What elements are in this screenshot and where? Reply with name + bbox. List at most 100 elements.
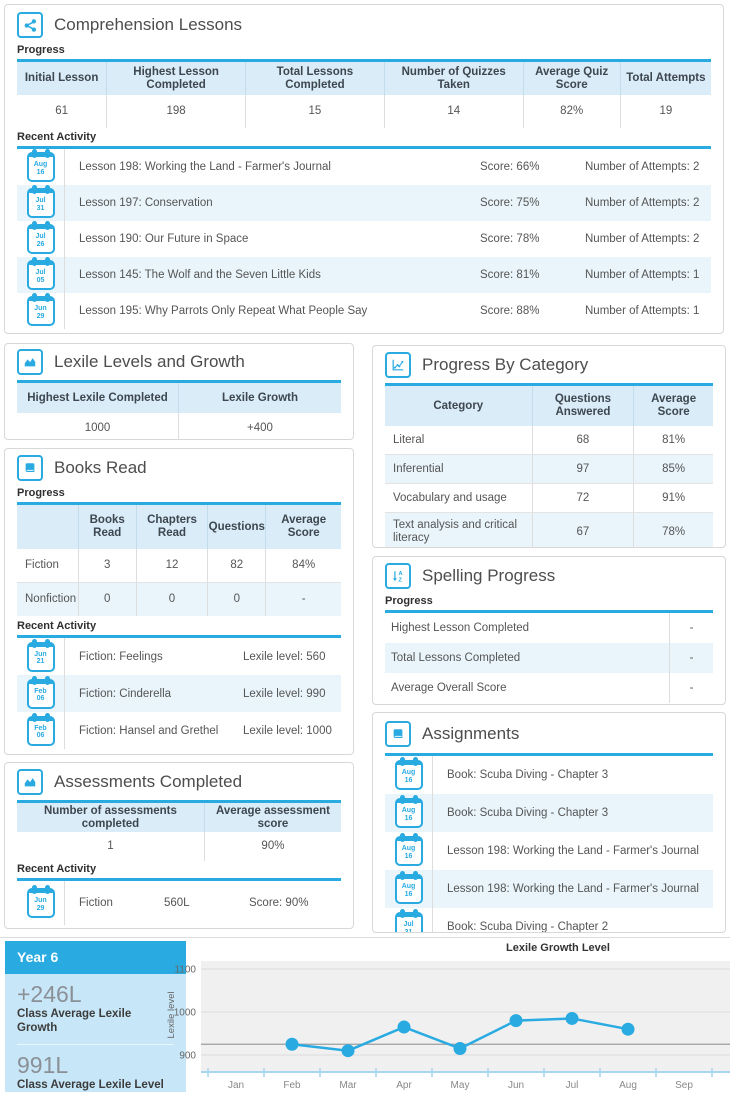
class-average-lexile-level-value: 991L — [17, 1052, 69, 1078]
svg-text:Lexile level: Lexile level — [166, 992, 177, 1039]
calendar-icon: Feb 06 — [26, 712, 55, 746]
svg-text:May: May — [451, 1080, 470, 1091]
table-cell: 81% — [662, 433, 686, 446]
table-cell: 3 — [79, 549, 137, 582]
table-cell: 15 — [246, 95, 385, 128]
accent-rule — [17, 502, 341, 505]
table-cell: 19 — [659, 105, 673, 117]
activity-row: Feb 06 Fiction: Cinderella Lexile level: 9… — [17, 675, 341, 712]
activity-score: Score: 78% — [480, 233, 540, 245]
row-label: Text analysis and critical literacy — [385, 513, 533, 547]
class-summary-card: Year 6 +246L Class Average Lexile Growth… — [5, 941, 186, 1092]
activity-row: Feb 06 Fiction: Hansel and Grethel Lexile … — [17, 712, 341, 749]
section-label-recent-activity: Recent Activity — [17, 131, 97, 143]
calendar-icon: Jul 31 — [26, 185, 55, 218]
card-header: Comprehension Lessons — [17, 5, 711, 38]
section-label-recent-activity: Recent Activity — [17, 863, 97, 875]
class-summary-body: +246L Class Average Lexile Growth 991L C… — [5, 974, 186, 1092]
column-header: Total Attempts — [620, 62, 711, 95]
card-title: Comprehension Lessons — [54, 15, 243, 34]
stat-row: Total Lessons Completed - — [385, 643, 713, 673]
activity-score: Score: 81% — [480, 269, 540, 281]
spelling-rows: Highest Lesson Completed - Total Lessons… — [385, 613, 713, 703]
table-cell: 85% — [634, 455, 713, 483]
column-header: Category — [385, 386, 533, 426]
activity-row: Jun 21 Fiction: Feelings Lexile level: 560 — [17, 638, 341, 675]
card-title: Books Read — [54, 458, 147, 477]
assignment-row: Aug 16 Book: Scuba Diving - Chapter 3 — [385, 756, 713, 794]
card-title: Lexile Levels and Growth — [54, 352, 245, 371]
table-cell: 0 — [208, 583, 267, 616]
row-label: Inferential — [385, 455, 533, 483]
progress-table: Initial Lesson Highest Lesson Completed … — [17, 62, 711, 128]
row-label: Vocabulary and usage — [385, 484, 533, 512]
table-header-row: Books Read Chapters Read Questions Avera… — [17, 505, 341, 549]
progress-by-category-card: Progress By Category Category Questions … — [372, 345, 726, 548]
accent-rule — [17, 635, 341, 638]
accent-rule — [17, 800, 341, 803]
assignment-title: Book: Scuba Diving - Chapter 3 — [447, 769, 609, 781]
assignment-row: Aug 16 Lesson 198: Working the Land - Far… — [385, 832, 713, 870]
table-cell: +400 — [247, 421, 273, 434]
column-header: Questions — [208, 505, 267, 549]
activity-row: Jun 29 Lesson 195: Why Parrots Only Repea… — [17, 293, 711, 329]
table-row: Literal 68 81% — [385, 426, 713, 454]
table-cell: 72 — [533, 484, 635, 512]
activity-lexile: Lexile level: 990 — [243, 687, 326, 700]
class-average-lexile-level-label: Class Average Lexile Level — [17, 1079, 164, 1091]
svg-text:Jan: Jan — [228, 1080, 244, 1091]
assignments-list: Aug 16 Book: Scuba Diving - Chapter 3 Aug… — [385, 756, 713, 932]
activity-title: Lesson 145: The Wolf and the Seven Littl… — [79, 269, 321, 281]
svg-text:Aug: Aug — [619, 1080, 637, 1091]
calendar-icon: Aug 16 — [26, 149, 55, 182]
table-cell: 82 — [208, 549, 267, 582]
share-icon — [17, 12, 43, 38]
calendar-icon: Jul 31 — [394, 909, 423, 932]
activity-attempts: Number of Attempts: 1 — [585, 305, 700, 317]
activity-lexile: Lexile level: 1000 — [243, 724, 332, 737]
svg-text:Sep: Sep — [675, 1080, 693, 1091]
class-average-lexile-growth-value: +246L — [17, 981, 82, 1007]
column-header: Number of assessments completed — [17, 803, 205, 832]
stat-row: Highest Lesson Completed - — [385, 613, 713, 643]
area-chart-icon — [17, 349, 43, 375]
column-header: Highest Lesson Completed — [107, 62, 247, 95]
table-cell: 68 — [533, 426, 635, 454]
class-average-lexile-growth-label: Class Average Lexile Growth — [17, 1008, 132, 1034]
column-header — [17, 505, 79, 549]
assignment-row: Aug 16 Book: Scuba Diving - Chapter 3 — [385, 794, 713, 832]
activity-row: Jul 26 Lesson 190: Our Future in Space Sco… — [17, 221, 711, 257]
assignment-title: Book: Scuba Diving - Chapter 3 — [447, 807, 609, 819]
table-header-row: Highest Lexile Completed Lexile Growth — [17, 383, 341, 413]
assignment-title: Lesson 198: Working the Land - Farmer's … — [447, 845, 699, 857]
line-chart-icon — [385, 352, 411, 378]
svg-text:900: 900 — [179, 1051, 196, 1062]
activity-title: Fiction: Feelings — [79, 650, 163, 663]
divider — [17, 1044, 174, 1045]
calendar-icon: Jul 05 — [26, 257, 55, 290]
table-row: Vocabulary and usage 72 91% — [385, 483, 713, 512]
card-header: Progress By Category — [385, 346, 713, 378]
card-title: Assessments Completed — [54, 772, 243, 791]
calendar-icon: Jun 29 — [26, 885, 55, 918]
table-header-row: Initial Lesson Highest Lesson Completed … — [17, 62, 711, 95]
section-label-recent-activity: Recent Activity — [17, 620, 97, 632]
svg-text:Mar: Mar — [339, 1080, 357, 1091]
column-header: Books Read — [78, 505, 137, 549]
activity-title: Lesson 190: Our Future in Space — [79, 233, 249, 245]
activity-score: Score: 90% — [249, 897, 309, 909]
stat-label: Average Overall Score — [391, 682, 507, 694]
activity-row: Jul 05 Lesson 145: The Wolf and the Seven… — [17, 257, 711, 293]
accent-rule — [17, 380, 341, 383]
activity-lexile: 560L — [164, 897, 190, 909]
calendar-icon: Jun 29 — [26, 293, 55, 326]
column-header: Average Score — [266, 505, 341, 549]
svg-text:Jun: Jun — [508, 1080, 524, 1091]
section-label-progress: Progress — [17, 487, 65, 499]
svg-text:Lexile Growth Level: Lexile Growth Level — [506, 942, 610, 954]
table-value-row: 1000 +400 — [17, 413, 341, 439]
table-header-row: Category Questions Answered Average Scor… — [385, 386, 713, 426]
recent-activity-list: Aug 16 Lesson 198: Working the Land - Far… — [17, 149, 711, 329]
